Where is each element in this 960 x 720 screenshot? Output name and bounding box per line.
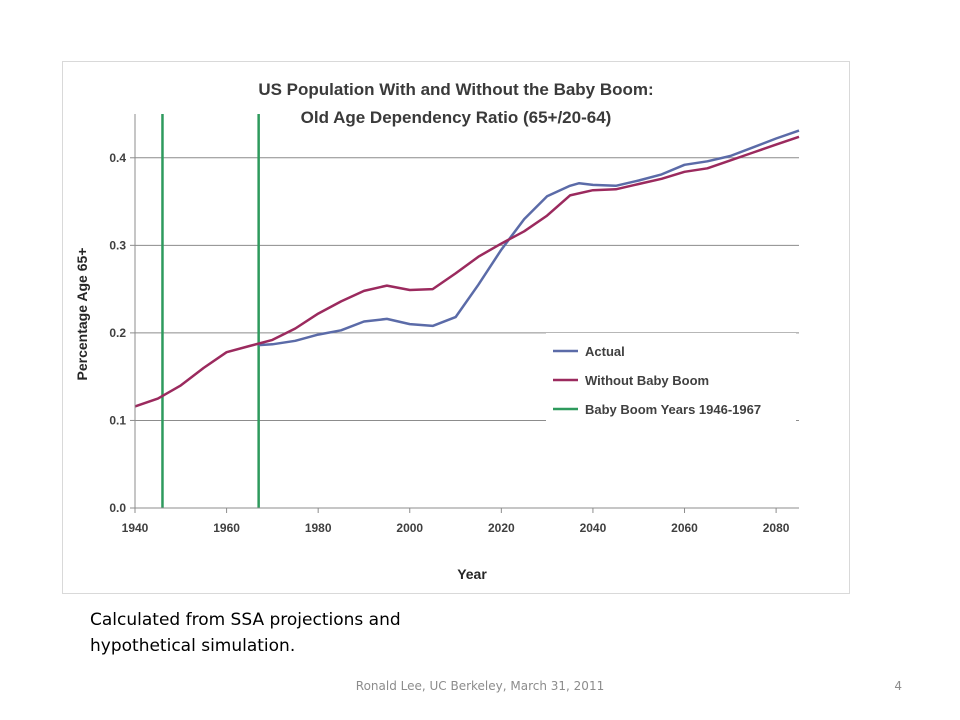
x-tick-label: 1940 [122, 521, 149, 535]
axes [130, 114, 799, 513]
slide-number: 4 [894, 679, 902, 693]
caption-line-1: Calculated from SSA projections and [90, 610, 401, 630]
caption: Calculated from SSA projections and hypo… [90, 607, 510, 659]
x-tick-label: 2060 [671, 521, 698, 535]
x-tick-label: 2000 [396, 521, 423, 535]
x-tick-label: 1960 [213, 521, 240, 535]
legend-label: Baby Boom Years 1946-1967 [585, 402, 761, 417]
x-tick-label: 2020 [488, 521, 515, 535]
chart-subtitle: Old Age Dependency Ratio (65+/20-64) [301, 108, 612, 127]
slide-footer: Ronald Lee, UC Berkeley, March 31, 2011 [355, 679, 605, 693]
y-axis-title: Percentage Age 65+ [74, 248, 90, 381]
y-tick-label: 0.2 [109, 326, 126, 340]
x-tick-labels: 1940 1960 1980 2000 2020 2040 2060 2080 [122, 521, 790, 535]
x-tick-label: 1980 [305, 521, 332, 535]
x-tick-label: 2040 [580, 521, 607, 535]
series-lines [134, 129, 800, 408]
legend-label: Actual [585, 344, 625, 359]
legend-label: Without Baby Boom [585, 373, 709, 388]
chart-frame: 0.0 0.1 0.2 0.3 0.4 1940 1960 1980 2000 2020 2040… [62, 61, 850, 594]
chart-title: US Population With and Without the Baby … [258, 80, 653, 99]
line-chart: 0.0 0.1 0.2 0.3 0.4 1940 1960 1980 2000 2020 2040… [74, 80, 800, 582]
y-tick-label: 0.3 [109, 238, 126, 252]
series-line-without-baby-boom [134, 135, 800, 408]
y-tick-label: 0.4 [109, 151, 126, 165]
x-axis-title: Year [457, 566, 487, 582]
y-tick-labels: 0.0 0.1 0.2 0.3 0.4 [109, 151, 126, 515]
legend: Actual Without Baby Boom Baby Boom Years 1… [546, 333, 796, 421]
y-tick-label: 0.1 [109, 413, 126, 427]
legend-background [546, 333, 796, 421]
caption-line-2: hypothetical simulation. [90, 636, 296, 656]
x-tick-label: 2080 [763, 521, 790, 535]
series-line-actual [258, 129, 800, 347]
y-tick-label: 0.0 [109, 501, 126, 515]
baby-boom-lines [161, 114, 260, 508]
